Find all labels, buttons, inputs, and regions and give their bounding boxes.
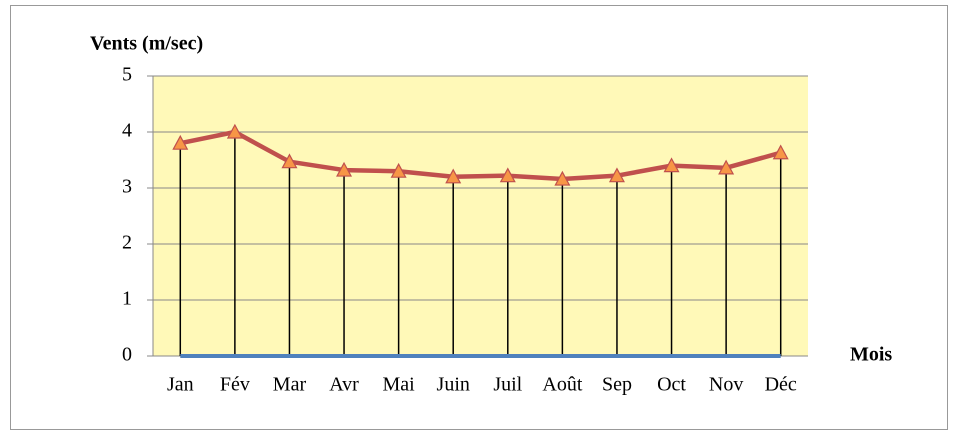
marker <box>718 159 735 175</box>
marker <box>663 157 680 173</box>
x-tick-label: Mar <box>273 374 307 396</box>
marker <box>172 134 189 150</box>
x-tick-label: Déc <box>765 374 797 396</box>
y-tick-label: 2 <box>122 232 132 254</box>
y-tick-label: 4 <box>122 120 132 142</box>
y-tick-label: 5 <box>122 64 132 86</box>
y-tick-label: 3 <box>122 176 132 198</box>
data-line <box>179 129 782 182</box>
x-tick-label: Avr <box>329 374 359 396</box>
marker <box>772 144 789 160</box>
x-tick-label: Nov <box>709 374 743 396</box>
x-axis-label: Mois <box>850 344 892 366</box>
x-tick-label: Mai <box>383 374 416 396</box>
x-tick-label: Juil <box>493 374 522 396</box>
marker <box>281 153 298 169</box>
y-tick-label: 0 <box>122 344 132 366</box>
y-tick-label: 1 <box>122 288 132 310</box>
marker <box>390 162 407 178</box>
marker <box>226 123 243 139</box>
marker <box>445 168 462 184</box>
x-tick-label: Oct <box>657 374 686 396</box>
x-tick-label: Juin <box>437 374 470 396</box>
x-tick-label: Sep <box>602 374 632 396</box>
marker <box>499 167 516 183</box>
marker <box>554 170 571 186</box>
plot-area <box>153 76 808 356</box>
x-tick-label: Jan <box>167 374 194 396</box>
x-tick-label: Août <box>542 374 582 396</box>
marker <box>336 161 353 177</box>
marker <box>608 167 625 183</box>
x-tick-label: Fév <box>220 374 250 396</box>
y-axis-label: Vents (m/sec) <box>90 33 203 55</box>
